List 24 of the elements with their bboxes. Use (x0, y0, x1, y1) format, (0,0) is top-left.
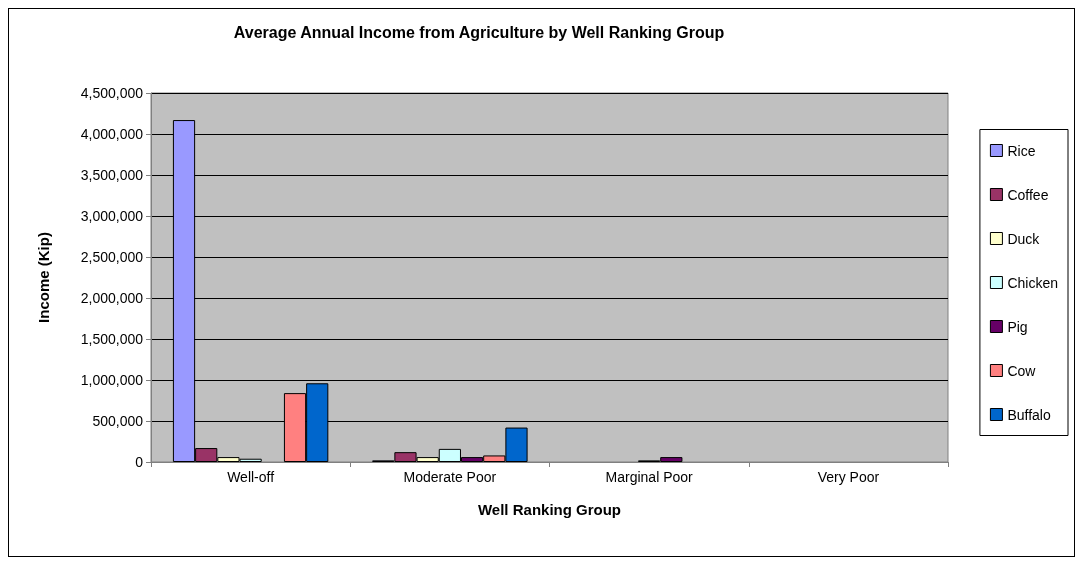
y-tick-label: 3,500,000 (80, 167, 144, 183)
y-tick-label: 4,000,000 (80, 126, 144, 142)
legend-label: Cow (1007, 362, 1037, 379)
x-tick-label: Moderate Poor (403, 469, 497, 485)
x-tick-label: Marginal Poor (605, 469, 694, 485)
y-tick-label: 3,000,000 (80, 208, 144, 224)
y-tick-label: 2,000,000 (80, 290, 144, 306)
chart-title: Average Annual Income from Agriculture by Well Ranking Group (233, 23, 725, 41)
legend-label: Coffee (1007, 186, 1049, 203)
y-tick-label: 1,000,000 (80, 372, 144, 388)
y-tick-label: 2,500,000 (80, 249, 144, 265)
legend-label: Chicken (1007, 274, 1059, 291)
legend-label: Buffalo (1007, 406, 1051, 423)
x-axis-title: Well Ranking Group (477, 501, 622, 518)
y-tick-label: 500,000 (92, 413, 144, 429)
legend-label: Rice (1007, 142, 1036, 159)
x-tick-label: Well-off (227, 469, 275, 485)
x-tick-label: Very Poor (817, 469, 880, 485)
y-tick-label: 4,500,000 (80, 85, 144, 101)
y-tick-label: 0 (135, 454, 144, 470)
y-tick-label: 1,500,000 (80, 331, 144, 347)
legend-label: Duck (1007, 230, 1041, 247)
y-axis-title: Income (Kip) (35, 232, 52, 323)
legend-label: Pig (1007, 318, 1028, 335)
